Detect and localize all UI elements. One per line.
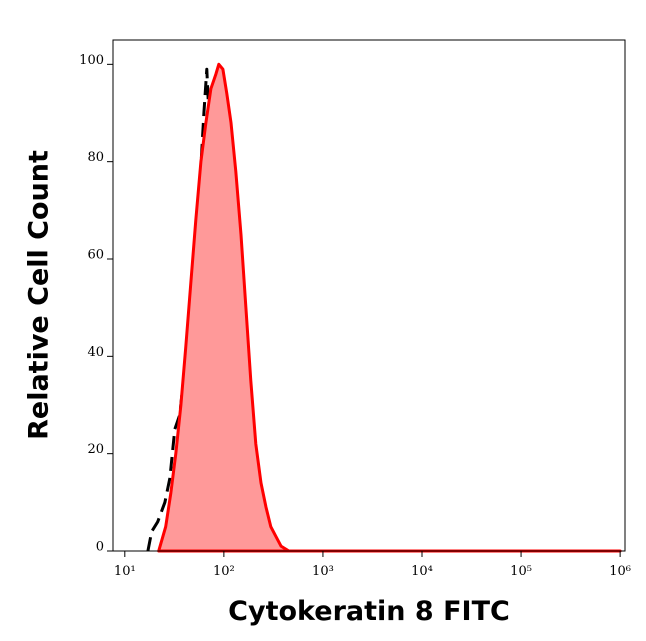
filled-histogram (157, 62, 622, 553)
x-tick-label: 10⁵ (510, 564, 532, 579)
x-tick-label: 10⁴ (411, 564, 433, 579)
y-tick-label: 20 (87, 442, 104, 457)
plot-frame (112, 39, 626, 552)
y-tick-label: 80 (87, 150, 104, 165)
x-tick-label: 10² (213, 564, 235, 579)
x-tick-label: 10³ (312, 564, 334, 579)
y-tick-label: 0 (96, 540, 104, 555)
y-tick-label: 40 (87, 345, 104, 360)
y-tick-label: 60 (87, 248, 104, 263)
y-axis-label: Relative Cell Count (24, 150, 55, 440)
x-tick-label: 10¹ (114, 564, 136, 579)
x-tick-label: 10⁶ (609, 564, 631, 579)
y-tick-label: 100 (79, 53, 104, 68)
x-axis-label: Cytokeratin 8 FITC (228, 596, 510, 627)
